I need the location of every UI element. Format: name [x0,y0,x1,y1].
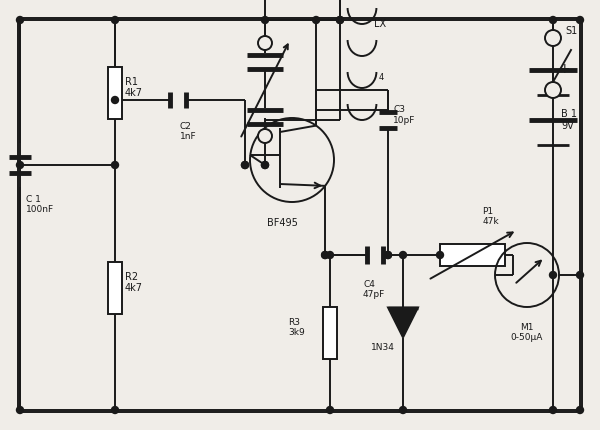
Circle shape [577,271,583,279]
Circle shape [17,162,23,169]
Text: R3
3k9: R3 3k9 [288,318,305,337]
Circle shape [577,16,583,24]
Text: C 1
100nF: C 1 100nF [26,195,54,215]
Circle shape [322,252,329,258]
Circle shape [545,30,561,46]
Bar [440,244,505,266]
Circle shape [262,16,269,24]
Circle shape [400,252,407,258]
Bar [323,307,337,359]
Circle shape [262,162,269,169]
Circle shape [112,96,119,104]
Circle shape [326,406,334,414]
Text: 4: 4 [379,73,384,82]
Circle shape [258,36,272,50]
Text: M1
0-50μA: M1 0-50μA [511,323,543,342]
Polygon shape [388,307,418,338]
Bar [108,261,122,313]
Circle shape [337,16,343,24]
Text: R1
4k7: R1 4k7 [125,77,143,98]
Circle shape [326,252,334,258]
Circle shape [112,162,119,169]
Text: LX: LX [374,19,386,29]
Text: R2
4k7: R2 4k7 [125,272,143,293]
Text: P1
47k: P1 47k [482,206,499,226]
Text: S1: S1 [565,26,577,36]
Circle shape [577,406,583,414]
Circle shape [385,252,392,258]
Text: BF495: BF495 [266,218,298,228]
Text: C3
10pF: C3 10pF [393,105,415,125]
Circle shape [550,16,557,24]
Circle shape [241,162,248,169]
Circle shape [550,271,557,279]
Circle shape [112,406,119,414]
Text: 1N34: 1N34 [371,343,395,351]
Circle shape [322,252,329,258]
Circle shape [17,16,23,24]
Circle shape [400,406,407,414]
Text: C4
47pF: C4 47pF [363,280,385,299]
Circle shape [262,162,269,169]
Bar [108,67,122,119]
Circle shape [550,406,557,414]
Text: C2
1nF: C2 1nF [180,122,197,141]
Circle shape [337,16,343,24]
Text: +: + [559,62,571,76]
Circle shape [258,129,272,143]
Circle shape [17,406,23,414]
Circle shape [545,82,561,98]
Text: B 1
9V: B 1 9V [561,109,577,131]
Circle shape [385,252,392,258]
Circle shape [241,162,248,169]
Circle shape [112,16,119,24]
Circle shape [437,252,443,258]
Circle shape [313,16,320,24]
